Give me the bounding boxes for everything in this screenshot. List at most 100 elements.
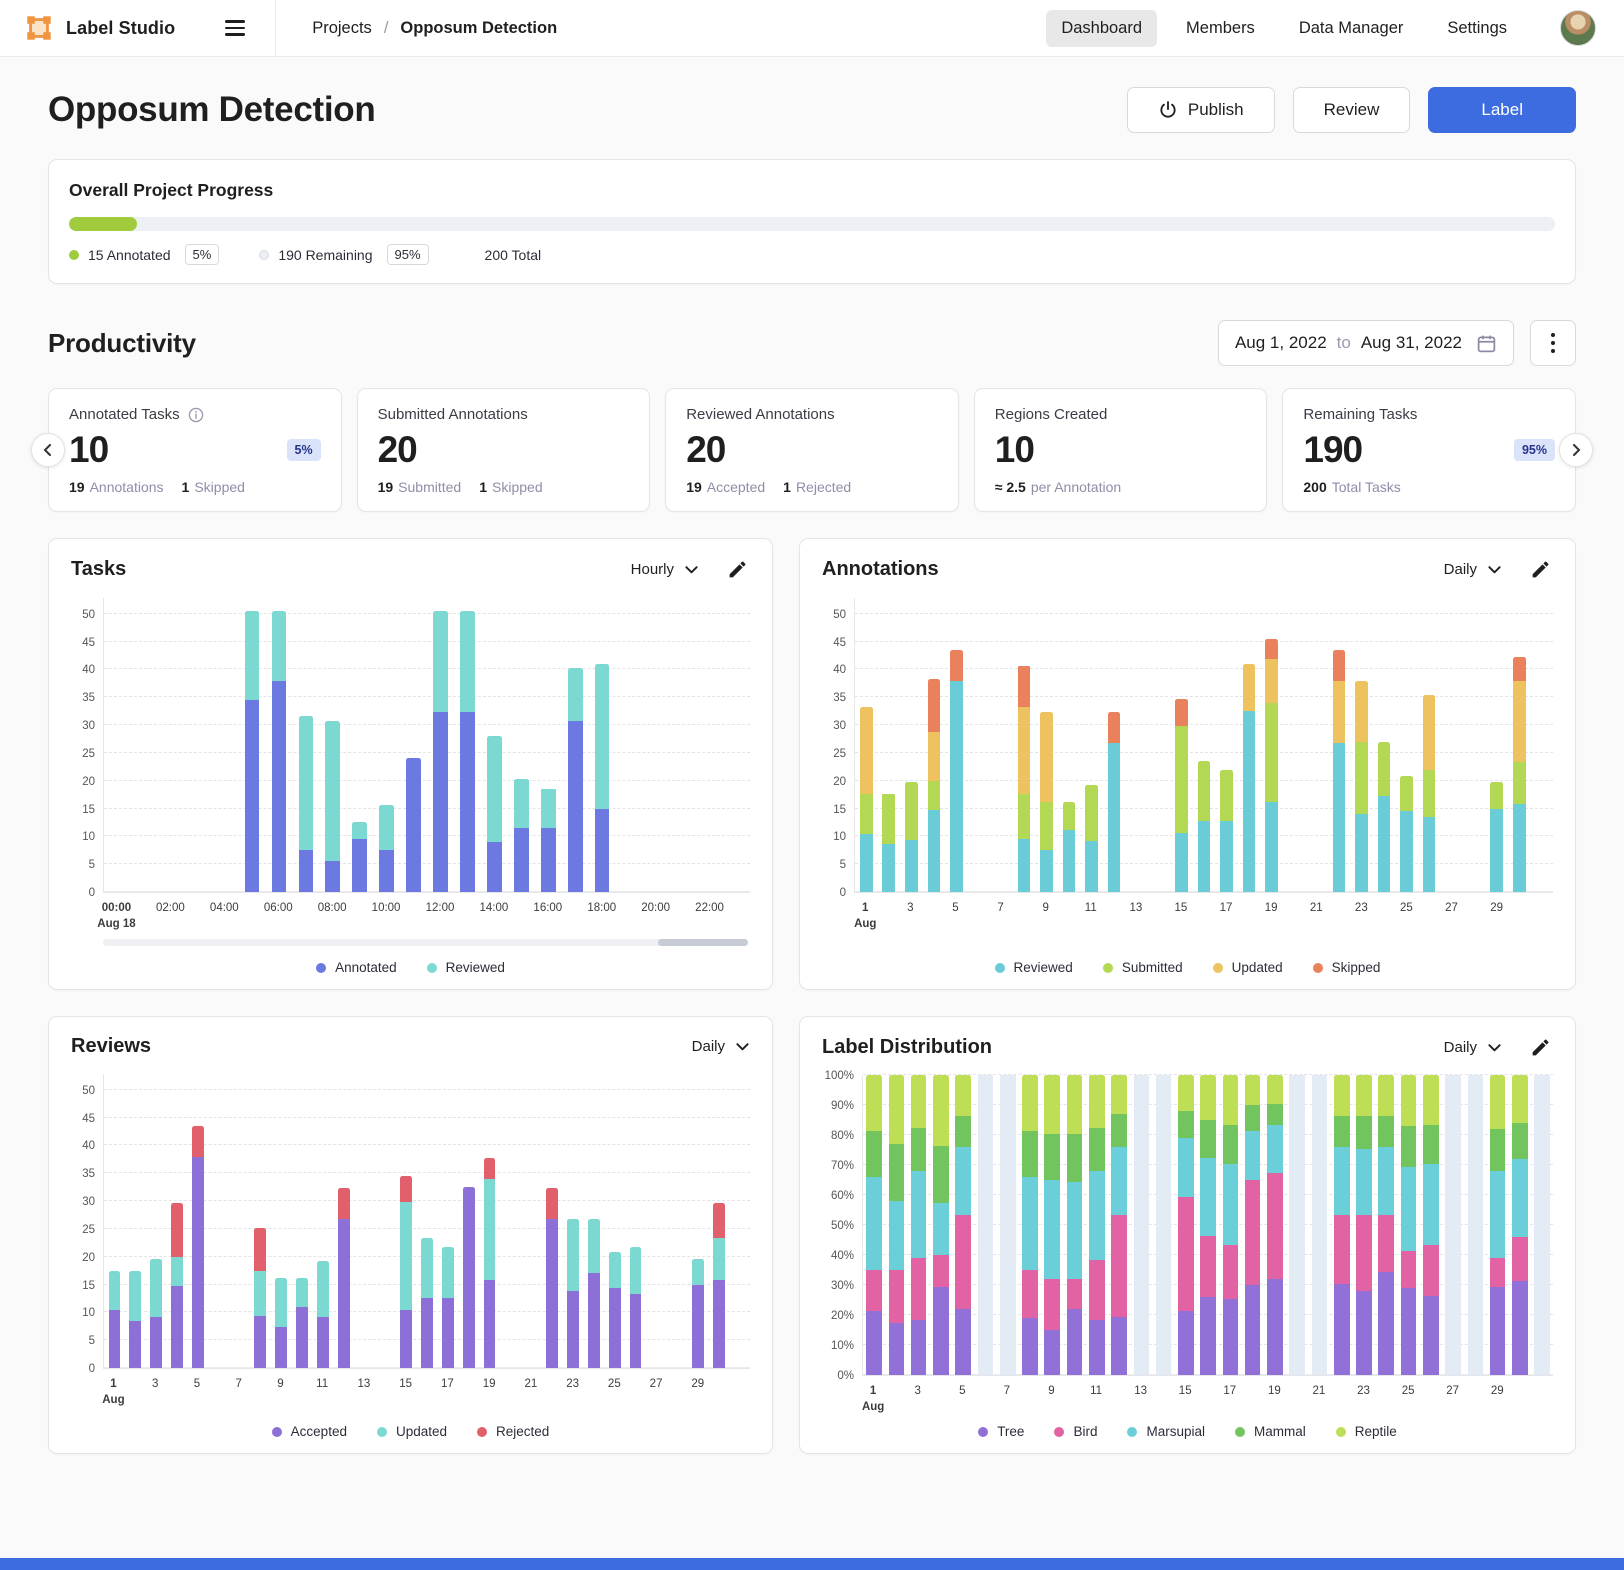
bar-tasks-8[interactable]	[325, 721, 341, 892]
bar-label_distribution-19[interactable]	[1267, 1075, 1283, 1375]
bar-reviews-26[interactable]	[629, 1247, 642, 1368]
bar-reviews-15[interactable]	[400, 1176, 413, 1368]
bar-tasks-17[interactable]	[567, 668, 583, 892]
user-avatar[interactable]	[1560, 10, 1596, 46]
bar-label_distribution-11[interactable]	[1089, 1075, 1105, 1375]
bar-annotations-8[interactable]	[1017, 665, 1031, 892]
bar-annotations-19[interactable]	[1265, 638, 1278, 892]
bar-label_distribution-15[interactable]	[1178, 1075, 1194, 1375]
bar-label_distribution-5[interactable]	[955, 1075, 971, 1375]
bar-reviews-1[interactable]	[108, 1270, 121, 1368]
bar-annotations-17[interactable]	[1220, 770, 1233, 892]
bar-label_distribution-30[interactable]	[1512, 1075, 1528, 1375]
bar-reviews-17[interactable]	[442, 1247, 454, 1368]
bar-tasks-16[interactable]	[540, 788, 556, 892]
bar-tasks-15[interactable]	[513, 779, 529, 892]
bar-annotations-1[interactable]	[859, 707, 873, 892]
bar-annotations-29[interactable]	[1490, 781, 1503, 892]
nav-item-dashboard[interactable]: Dashboard	[1046, 9, 1158, 47]
bar-tasks-10[interactable]	[379, 804, 395, 892]
bar-reviews-2[interactable]	[129, 1270, 142, 1368]
bar-label_distribution-2[interactable]	[888, 1075, 905, 1375]
bar-annotations-3[interactable]	[904, 781, 918, 892]
bar-label_distribution-16[interactable]	[1200, 1075, 1216, 1375]
bar-annotations-11[interactable]	[1085, 784, 1098, 892]
bar-label_distribution-26[interactable]	[1422, 1075, 1439, 1375]
bar-tasks-18[interactable]	[594, 663, 610, 892]
bar-reviews-5[interactable]	[191, 1125, 204, 1368]
label-button[interactable]: Label	[1428, 87, 1576, 133]
scrollbar-thumb[interactable]	[657, 939, 748, 946]
bar-reviews-8[interactable]	[254, 1227, 267, 1368]
breadcrumb-projects-link[interactable]: Projects	[312, 18, 372, 37]
bar-annotations-9[interactable]	[1040, 711, 1053, 892]
interval-dropdown-label_distribution[interactable]: Daily	[1444, 1039, 1502, 1056]
bar-label_distribution-8[interactable]	[1022, 1075, 1038, 1375]
bar-reviews-22[interactable]	[546, 1188, 558, 1368]
bar-tasks-13[interactable]	[460, 610, 475, 892]
bar-label_distribution-3[interactable]	[910, 1075, 927, 1375]
bar-tasks-5[interactable]	[244, 610, 260, 892]
bar-label_distribution-9[interactable]	[1044, 1075, 1061, 1375]
bar-label_distribution-18[interactable]	[1244, 1075, 1261, 1375]
interval-dropdown-tasks[interactable]: Hourly	[631, 561, 699, 578]
bar-reviews-18[interactable]	[462, 1187, 475, 1368]
bar-reviews-11[interactable]	[317, 1261, 329, 1368]
bar-annotations-10[interactable]	[1062, 801, 1076, 892]
interval-dropdown-annotations[interactable]: Daily	[1444, 561, 1502, 578]
bar-annotations-5[interactable]	[950, 649, 963, 892]
bar-reviews-10[interactable]	[296, 1278, 308, 1368]
bar-label_distribution-29[interactable]	[1489, 1075, 1506, 1375]
bar-annotations-12[interactable]	[1107, 711, 1121, 892]
bar-reviews-29[interactable]	[692, 1258, 704, 1368]
bar-reviews-19[interactable]	[483, 1158, 496, 1368]
nav-item-members[interactable]: Members	[1186, 18, 1255, 37]
bar-label_distribution-4[interactable]	[933, 1075, 949, 1375]
bar-reviews-25[interactable]	[608, 1252, 621, 1368]
date-range-picker[interactable]: Aug 1, 2022 to Aug 31, 2022	[1217, 320, 1514, 366]
bar-label_distribution-22[interactable]	[1333, 1075, 1350, 1375]
bar-label_distribution-1[interactable]	[866, 1075, 882, 1375]
interval-dropdown-reviews[interactable]: Daily	[692, 1038, 750, 1055]
bar-reviews-3[interactable]	[150, 1258, 162, 1368]
bar-reviews-16[interactable]	[421, 1238, 433, 1368]
bar-label_distribution-10[interactable]	[1066, 1075, 1083, 1375]
bar-reviews-4[interactable]	[171, 1203, 183, 1368]
bar-annotations-25[interactable]	[1400, 775, 1413, 892]
stats-prev-button[interactable]	[31, 433, 65, 467]
bar-annotations-16[interactable]	[1197, 761, 1211, 892]
bar-annotations-18[interactable]	[1242, 664, 1256, 892]
bar-tasks-12[interactable]	[433, 610, 448, 892]
info-icon[interactable]	[188, 407, 204, 423]
app-brand[interactable]: Label Studio	[24, 13, 175, 43]
bar-reviews-30[interactable]	[713, 1202, 725, 1368]
bar-annotations-4[interactable]	[927, 678, 941, 892]
bar-label_distribution-25[interactable]	[1400, 1075, 1417, 1375]
bar-annotations-2[interactable]	[882, 793, 896, 892]
bar-tasks-6[interactable]	[271, 610, 287, 892]
bar-reviews-9[interactable]	[275, 1278, 287, 1368]
bar-tasks-7[interactable]	[298, 715, 314, 892]
nav-item-settings[interactable]: Settings	[1447, 18, 1507, 37]
bar-annotations-30[interactable]	[1512, 656, 1526, 892]
bar-label_distribution-23[interactable]	[1356, 1075, 1372, 1375]
bar-annotations-15[interactable]	[1175, 698, 1188, 892]
edit-chart-button[interactable]	[1528, 557, 1553, 582]
bar-annotations-24[interactable]	[1377, 742, 1391, 892]
bar-tasks-11[interactable]	[406, 758, 421, 892]
bar-label_distribution-24[interactable]	[1378, 1075, 1395, 1375]
bar-annotations-26[interactable]	[1422, 695, 1436, 892]
bar-reviews-24[interactable]	[587, 1218, 600, 1368]
bar-label_distribution-17[interactable]	[1222, 1075, 1239, 1375]
chart-horizontal-scrollbar[interactable]	[103, 939, 748, 946]
bar-annotations-23[interactable]	[1355, 680, 1368, 892]
bar-tasks-9[interactable]	[352, 822, 368, 892]
edit-chart-button[interactable]	[1528, 1035, 1553, 1060]
productivity-menu-button[interactable]	[1530, 320, 1576, 366]
review-button[interactable]: Review	[1292, 87, 1411, 133]
bar-reviews-12[interactable]	[337, 1188, 350, 1368]
publish-button[interactable]: Publish	[1126, 87, 1275, 133]
hamburger-menu-icon[interactable]	[219, 14, 251, 42]
bar-label_distribution-12[interactable]	[1111, 1075, 1127, 1375]
stats-next-button[interactable]	[1559, 433, 1593, 467]
